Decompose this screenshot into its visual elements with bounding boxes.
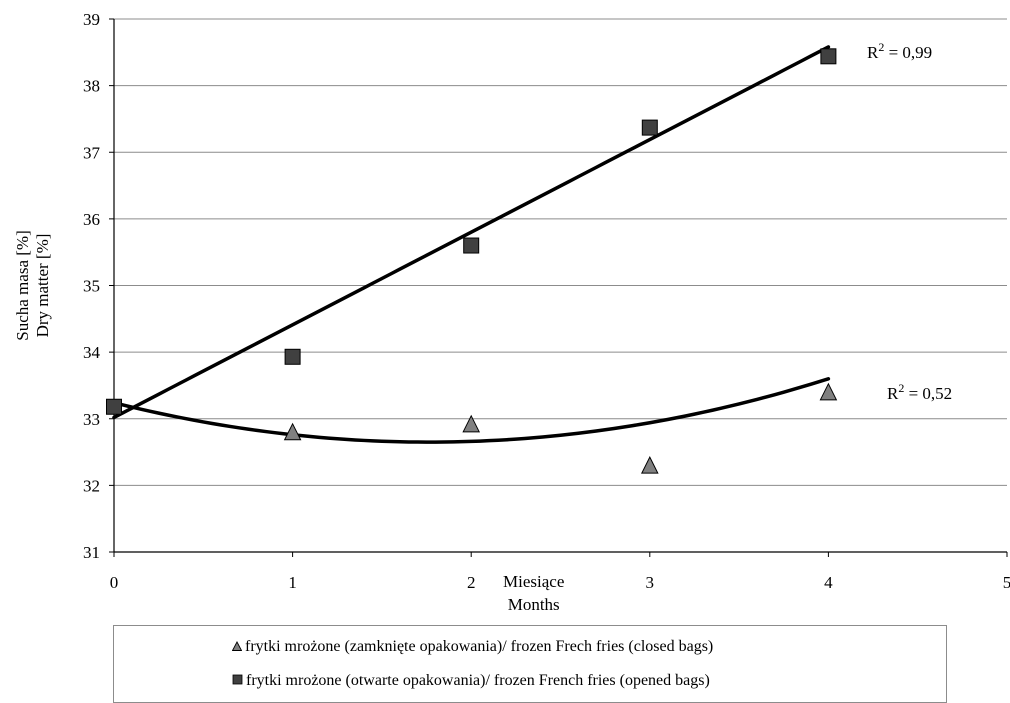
legend-item-opened-bags: frytki mrożone (otwarte opakowania)/ fro…: [232, 672, 710, 690]
legend: frytki mrożone (zamknięte opakowania)/ f…: [113, 625, 947, 703]
data-point-closed-bags: [462, 414, 481, 433]
y-tick-label: 38: [83, 77, 100, 96]
x-axis-title-line1: Miesiące: [503, 572, 564, 591]
y-tick-label: 37: [83, 143, 101, 162]
x-tick-label: 1: [288, 573, 297, 592]
data-point-closed-bags: [640, 456, 659, 474]
square-marker-icon: [232, 672, 243, 690]
data-point-opened-bags: [284, 348, 301, 365]
data-point-opened-bags: [106, 398, 122, 415]
y-tick-label: 33: [83, 410, 100, 429]
x-tick-label: 5: [1003, 573, 1010, 592]
trendline-opened-bags: [112, 45, 831, 420]
legend-label-closed-bags: frytki mrożone (zamknięte opakowania)/ f…: [245, 638, 714, 655]
data-point-opened-bags: [463, 237, 480, 254]
r2-label-opened-bags: R2 = 0,99: [867, 40, 932, 62]
x-tick-label: 4: [824, 573, 833, 592]
y-tick-label: 32: [83, 476, 100, 495]
triangle-marker-icon: [231, 638, 243, 656]
y-tick-label: 31: [83, 543, 100, 562]
x-tick-label: 0: [110, 573, 119, 592]
y-tick-label: 39: [83, 10, 100, 29]
data-point-closed-bags: [283, 422, 302, 441]
x-tick-label: 2: [467, 573, 476, 592]
legend-item-closed-bags: frytki mrożone (zamknięte opakowania)/ f…: [231, 638, 714, 656]
data-point-opened-bags: [820, 48, 837, 65]
axes-layer: [109, 18, 1008, 557]
x-axis-title-line2: Months: [508, 595, 560, 614]
y-axis-title-line1: Sucha masa [%]: [13, 230, 32, 340]
y-axis-title-line2: Dry matter [%]: [33, 234, 52, 338]
trendline-closed-bags: [112, 377, 831, 444]
legend-label-opened-bags: frytki mrożone (otwarte opakowania)/ fro…: [246, 672, 710, 689]
x-tick-label: 3: [646, 573, 655, 592]
data-point-opened-bags: [641, 119, 658, 136]
grid-layer: [114, 18, 1007, 486]
data-point-closed-bags: [819, 382, 838, 401]
y-tick-label: 35: [83, 277, 100, 296]
trendline-layer: [112, 45, 831, 444]
y-tick-label: 36: [83, 210, 100, 229]
markers-layer: [106, 48, 838, 474]
y-tick-label: 34: [83, 343, 101, 362]
r2-label-closed-bags: R2 = 0,52: [887, 381, 952, 403]
